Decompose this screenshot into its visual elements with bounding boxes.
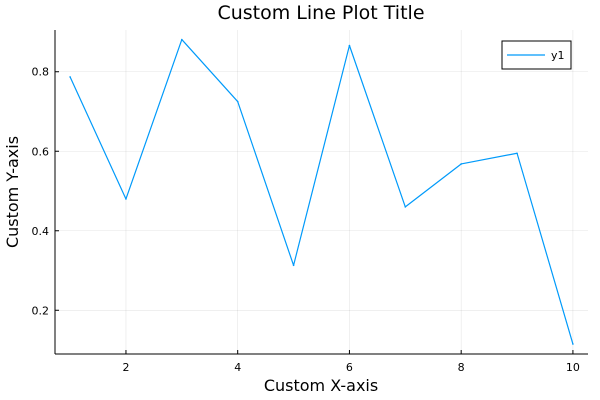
- ticks: 2 4 6 8 10 0.2 0.4 0.6 0.8: [32, 66, 580, 374]
- data-point: [125, 198, 127, 200]
- x-tick-label: 6: [346, 361, 353, 374]
- series-line-y1: [69, 38, 574, 345]
- series: [69, 38, 574, 345]
- y-tick-label: 0.4: [32, 225, 50, 238]
- data-point: [292, 264, 295, 267]
- data-point: [348, 44, 351, 47]
- x-tick-label: 8: [458, 361, 465, 374]
- data-point: [181, 38, 183, 41]
- x-tick-label: 2: [122, 361, 129, 374]
- data-point: [516, 152, 518, 155]
- data-point: [404, 206, 407, 208]
- axes: [54, 30, 588, 355]
- data-point: [572, 343, 574, 345]
- x-axis-label: Custom X-axis: [264, 376, 378, 395]
- y-axis-label: Custom Y-axis: [3, 136, 22, 248]
- y-tick-label: 0.6: [32, 145, 50, 158]
- grid: [55, 30, 588, 354]
- x-tick-label: 10: [566, 361, 580, 374]
- legend-label-y1: y1: [551, 49, 565, 62]
- data-point: [236, 100, 239, 103]
- data-point: [69, 76, 71, 78]
- x-tick-label: 4: [234, 361, 241, 374]
- y-tick-label: 0.8: [32, 66, 50, 79]
- data-point: [460, 163, 462, 165]
- legend: y1: [501, 40, 572, 70]
- y-tick-label: 0.2: [32, 304, 50, 317]
- chart-title: Custom Line Plot Title: [217, 2, 424, 24]
